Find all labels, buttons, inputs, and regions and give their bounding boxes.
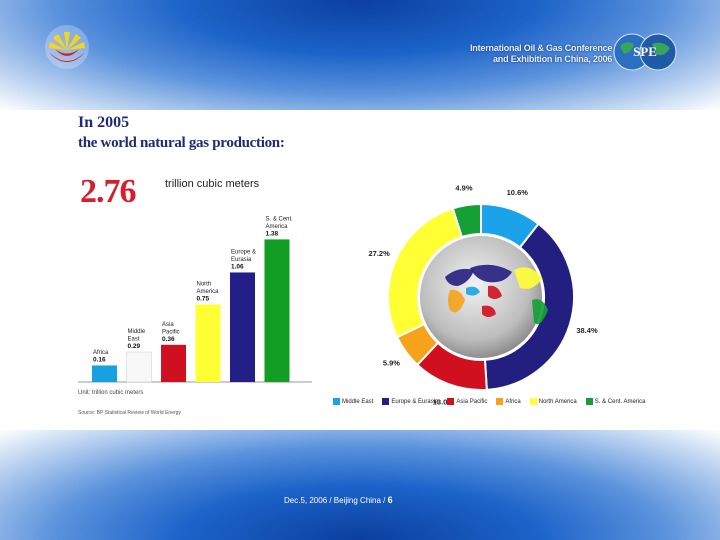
globe-region <box>482 305 496 317</box>
bar <box>230 272 255 382</box>
donut-legend: Middle East Europe & Eurasia Asia Pacific A… <box>333 398 645 405</box>
conference-line-2: and Exhibition in China, 2006 <box>493 54 613 64</box>
total-production-value: 2.76 <box>80 173 136 210</box>
bar-category-label: Pacific <box>162 329 180 335</box>
legend-item: Middle East <box>333 398 373 405</box>
globe-icon <box>420 236 542 358</box>
bar-category-label: North <box>197 282 212 288</box>
legend-swatch <box>333 398 340 405</box>
donut-percent-label: 27.2% <box>368 249 390 258</box>
legend-swatch <box>496 398 504 405</box>
unit-note: Unit: trillion cubic meters <box>78 390 144 396</box>
legend-label: Middle East <box>342 398 374 405</box>
legend-label: S. & Cent. America <box>594 398 646 405</box>
donut-slice <box>483 222 575 391</box>
bar-category-label: Middle <box>128 329 146 335</box>
legend-label: North America <box>538 398 577 405</box>
legend-item: Europe & Eurasia <box>382 398 438 405</box>
legend-item: S. & Cent. America <box>585 398 646 405</box>
donut-percent-label: 10.6% <box>507 188 529 197</box>
legend-swatch <box>447 398 455 405</box>
legend-item: Asia Pacific <box>447 398 487 405</box>
footer-date-location: Dec.5, 2006 / Beijing China / <box>284 496 386 505</box>
donut-percent-label: 5.9% <box>383 359 400 368</box>
bar <box>161 344 186 382</box>
globe-region <box>448 289 465 313</box>
page-number: 6 <box>387 495 393 505</box>
legend-label: Africa <box>505 398 521 405</box>
globe-region <box>514 267 542 289</box>
donut-percent-label: 38.4% <box>576 326 598 335</box>
slide-title-year: In 2005 <box>78 114 130 131</box>
legend-item: Africa <box>496 398 521 405</box>
donut-slice <box>451 202 482 239</box>
legend-swatch <box>382 398 390 405</box>
legend-swatch <box>529 398 537 405</box>
legend-swatch <box>585 398 593 405</box>
footer-text: Dec.5, 2006 / Beijing China / 6 <box>284 495 393 505</box>
bar <box>264 239 290 382</box>
bar-category-label: East <box>128 337 140 343</box>
bar-category-label: Eurasia <box>231 257 252 263</box>
bar-category-label: S. & Cent. <box>266 216 294 222</box>
donut-percent-label: 13.0% <box>433 397 455 406</box>
bar <box>92 365 117 382</box>
bar-category-label: America <box>266 224 289 230</box>
donut-percent-label: 4.9% <box>455 183 472 192</box>
bar-value-label: 0.75 <box>197 296 210 303</box>
globe-region <box>488 285 502 299</box>
bar <box>195 304 221 382</box>
bar-category-label: Europe & <box>231 249 256 255</box>
bar-value-label: 1.38 <box>266 230 279 237</box>
bar-category-label: Africa <box>93 350 109 356</box>
spe-label: SPE <box>633 44 657 59</box>
legend-label: Europe & Eurasia <box>391 398 439 405</box>
globe-region <box>470 264 512 283</box>
bar-category-label: America <box>197 289 220 295</box>
globe-region <box>466 286 480 296</box>
legend-item: North America <box>529 398 577 405</box>
slide-title-topic: the world natural gas production: <box>78 135 285 151</box>
spe-globe-logo-icon: SPE <box>613 33 677 71</box>
source-note: Source: BP Statistical Review of World E… <box>78 410 181 416</box>
bar-value-label: 0.29 <box>128 343 141 350</box>
globe-region <box>532 299 548 325</box>
header-banner <box>0 0 720 110</box>
bar-category-label: Asia <box>162 322 174 328</box>
footer-banner <box>0 430 720 540</box>
conference-title: International Oil & Gas Conference and E… <box>470 43 612 65</box>
legend-label: Asia Pacific <box>456 398 488 405</box>
globe-region <box>445 268 474 286</box>
conference-line-1: International Oil & Gas Conference <box>470 43 613 53</box>
bar-value-label: 0.36 <box>162 336 175 343</box>
company-logo-icon <box>45 25 89 69</box>
bar-value-label: 1.06 <box>231 263 244 270</box>
total-production-unit: trillion cubic meters <box>165 178 260 190</box>
bar-value-label: 0.16 <box>93 356 106 363</box>
bar <box>126 351 152 383</box>
